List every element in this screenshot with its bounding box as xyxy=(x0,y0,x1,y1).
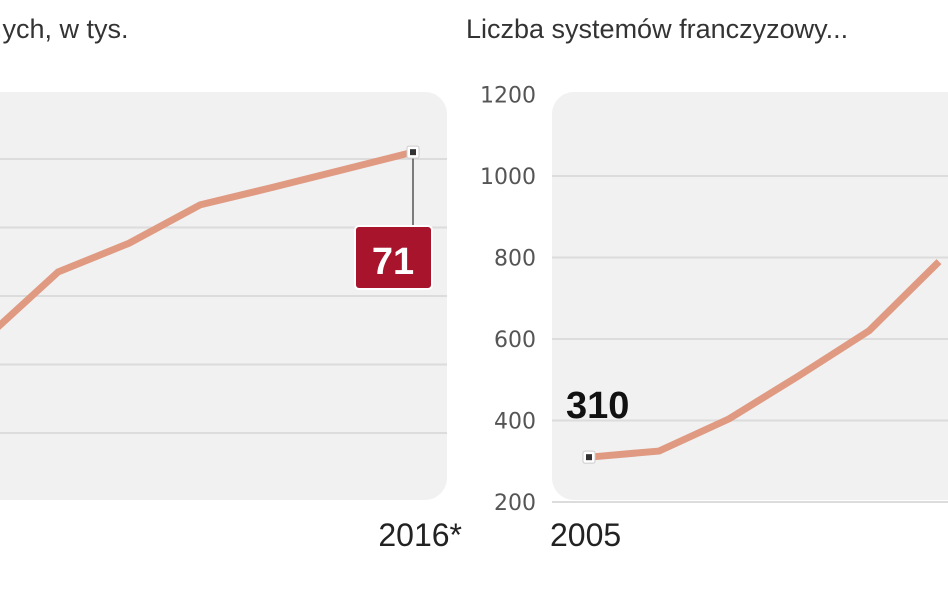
left-chart-title: ...ych, w tys. xyxy=(0,14,129,44)
left-end-marker xyxy=(406,145,420,159)
right-y-tick-label: 400 xyxy=(494,410,536,435)
left-x-tick-label: 2016* xyxy=(378,517,462,553)
left-annotation-label: 71 xyxy=(372,241,414,283)
right-y-tick-label: 200 xyxy=(494,491,536,516)
right-x-tick-label: 2005 xyxy=(550,517,621,553)
right-y-tick-label: 1200 xyxy=(480,84,536,109)
right-y-tick-label: 1000 xyxy=(480,165,536,190)
marker-dot xyxy=(410,149,416,156)
left-series-line xyxy=(0,148,414,330)
left-annotation-box xyxy=(354,225,433,290)
right-chart-title: Liczba systemów franczyzowy... xyxy=(466,14,848,44)
right-series-line xyxy=(588,259,942,461)
right-start-marker xyxy=(582,450,596,464)
right-y-tick-label: 800 xyxy=(494,247,536,272)
right-annotation-label: 310 xyxy=(566,385,629,427)
right-y-tick-label: 600 xyxy=(494,328,536,353)
marker-dot xyxy=(586,454,592,461)
right-plot-background xyxy=(552,92,948,500)
